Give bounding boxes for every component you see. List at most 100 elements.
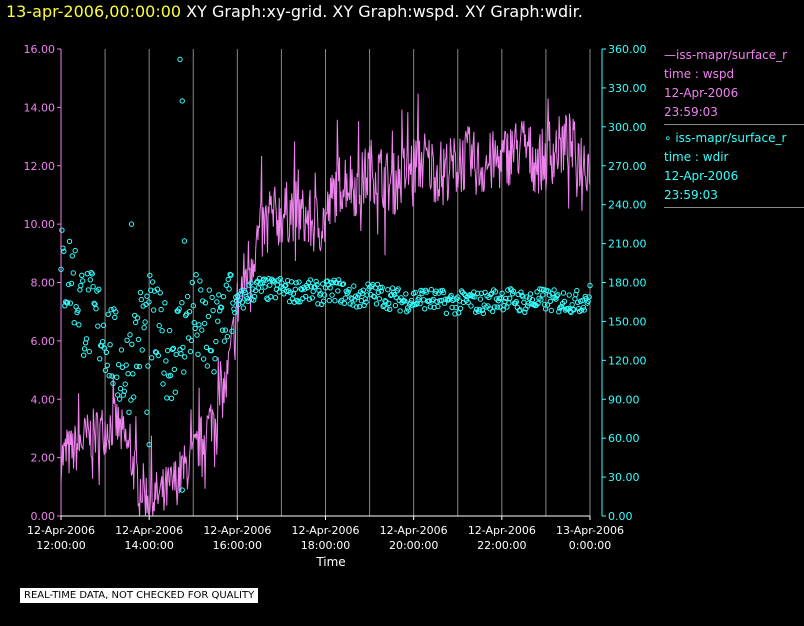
wdir-point xyxy=(337,280,343,287)
wdir-point xyxy=(222,327,229,333)
wdir-point xyxy=(146,441,152,448)
wdir-point xyxy=(80,278,86,284)
wdir-point xyxy=(560,290,567,296)
wdir-point xyxy=(468,303,474,309)
wdir-point xyxy=(133,363,140,369)
wdir-point xyxy=(128,397,134,403)
left-axis-tick-label: 14.00 xyxy=(24,101,56,114)
wdir-point xyxy=(147,272,153,279)
wdir-point xyxy=(412,289,418,296)
wdir-point xyxy=(179,300,185,306)
legend-wspd-time: 23:59:03 xyxy=(664,105,718,119)
legend-wspd-line1: —iss-mapr/surface_r xyxy=(664,48,788,62)
wdir-point xyxy=(219,327,226,333)
wdir-point xyxy=(321,292,328,298)
wdir-point xyxy=(167,372,174,379)
legend-wspd-date: 12-Apr-2006 xyxy=(664,86,739,100)
wdir-point xyxy=(124,337,130,343)
wdir-point xyxy=(61,248,67,255)
wdir-point xyxy=(561,298,568,305)
wdir-point xyxy=(76,322,82,328)
wdir-point xyxy=(99,339,106,345)
wdir-point xyxy=(510,288,517,294)
wdir-point xyxy=(553,296,559,302)
wdir-point xyxy=(209,294,215,301)
wdir-point xyxy=(176,306,182,312)
wdir-point xyxy=(443,310,450,316)
wdir-point xyxy=(123,362,129,368)
wdir-point xyxy=(65,281,72,288)
title-date: 13-apr-2006,00:00:00 xyxy=(6,2,182,21)
wdir-point xyxy=(103,349,110,355)
wdir-point xyxy=(290,291,297,297)
wdir-point xyxy=(474,290,481,296)
wdir-point xyxy=(170,345,177,351)
wdir-point xyxy=(173,351,179,358)
wdir-point xyxy=(534,289,540,295)
wdir-point xyxy=(304,284,311,291)
wdir-point xyxy=(281,291,287,297)
wdir-point xyxy=(248,280,254,286)
wdir-point xyxy=(371,294,378,300)
wdir-point xyxy=(107,342,113,348)
wdir-point xyxy=(67,300,74,306)
wdir-point xyxy=(544,302,551,308)
wdir-point xyxy=(345,289,351,295)
wdir-point xyxy=(295,299,301,305)
wdir-point xyxy=(408,297,415,304)
wdir-point xyxy=(521,299,527,306)
wdir-point xyxy=(114,374,120,380)
wdir-point xyxy=(283,282,289,288)
wdir-point xyxy=(503,295,509,302)
wdir-point xyxy=(430,296,436,303)
wdir-point xyxy=(221,338,228,344)
wdir-point xyxy=(374,281,381,288)
wdir-point xyxy=(104,362,111,368)
wdir-point xyxy=(517,307,523,313)
wdir-point xyxy=(440,289,447,296)
wdir-point xyxy=(465,299,471,306)
wdir-point xyxy=(220,294,227,300)
wdir-point xyxy=(297,299,303,305)
wdir-point xyxy=(152,349,159,355)
wdir-point xyxy=(320,298,327,304)
x-axis-tick-time: 12:00:00 xyxy=(36,539,85,552)
wdir-point xyxy=(72,247,78,254)
wdir-point xyxy=(108,307,114,313)
wdir-point xyxy=(237,291,244,297)
wdir-point xyxy=(397,308,403,314)
wdir-point xyxy=(388,292,394,299)
wdir-point xyxy=(308,284,314,290)
wdir-point xyxy=(569,302,575,308)
wdir-point xyxy=(231,306,237,312)
wdir-point xyxy=(160,381,166,387)
wdir-point xyxy=(555,292,561,298)
wdir-point xyxy=(250,286,256,292)
wdir-point xyxy=(113,309,119,315)
wdir-point xyxy=(96,286,102,292)
wdir-point xyxy=(132,319,139,326)
wdir-point xyxy=(89,271,95,277)
wdir-point xyxy=(169,346,176,352)
wdir-point xyxy=(138,296,145,303)
right-axis-tick-label: 90.00 xyxy=(608,393,640,406)
wdir-point xyxy=(477,296,484,302)
wdir-point xyxy=(258,288,264,294)
wdir-point xyxy=(379,284,385,291)
wdir-point xyxy=(571,307,577,313)
wdir-point xyxy=(472,294,478,300)
wdir-point xyxy=(159,328,165,334)
legend-wdir-source: iss-mapr/surface_r xyxy=(675,131,787,145)
wdir-point xyxy=(164,395,170,401)
wdir-point xyxy=(524,294,530,300)
wdir-point xyxy=(566,292,572,298)
wdir-point xyxy=(548,307,554,314)
wdir-point xyxy=(551,287,557,293)
wdir-point xyxy=(306,296,313,302)
wdir-point xyxy=(218,304,225,311)
x-axis-tick-time: 16:00:00 xyxy=(213,539,262,552)
wdir-point xyxy=(215,318,221,324)
wdir-point xyxy=(376,296,382,302)
wdir-point xyxy=(402,298,408,304)
